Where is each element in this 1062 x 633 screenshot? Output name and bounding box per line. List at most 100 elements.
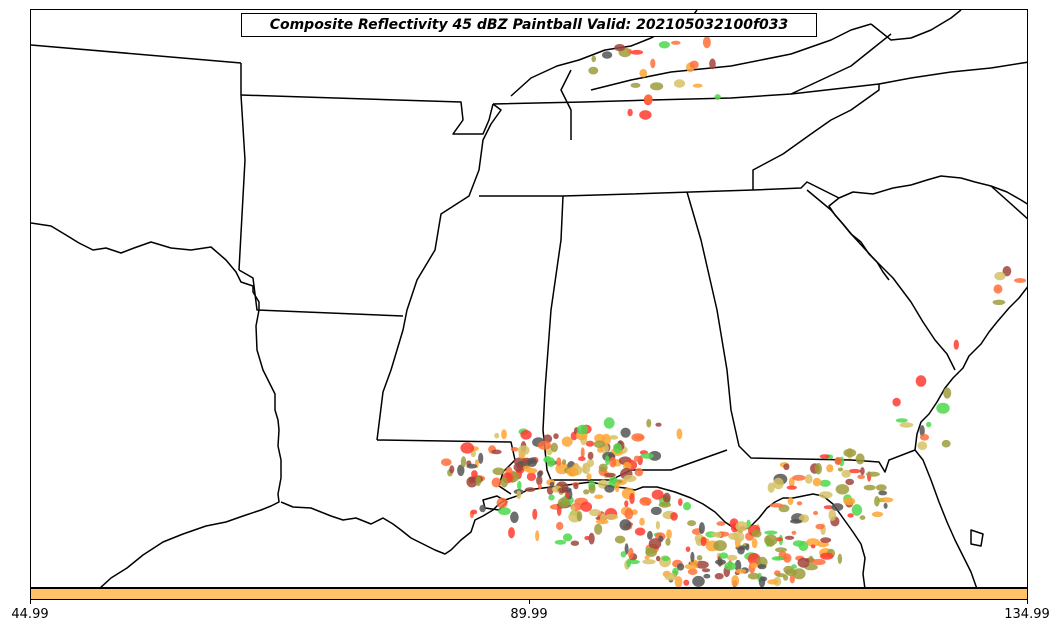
state-line-al-ga xyxy=(686,191,916,473)
paintball-blob xyxy=(626,558,631,568)
paintball-blob xyxy=(588,484,596,494)
paintball-blob xyxy=(701,568,711,573)
paintball-blob xyxy=(775,547,787,553)
paintball-blob xyxy=(684,563,698,570)
paintball-blob xyxy=(820,537,832,543)
state-line-ga-sc xyxy=(752,181,840,199)
paintball-blob xyxy=(440,458,452,467)
paintball-blob xyxy=(457,464,465,476)
paintball-blob xyxy=(466,463,478,469)
paintball-blob xyxy=(664,572,677,581)
paintball-blob xyxy=(698,522,705,534)
paintball-blob xyxy=(665,538,671,546)
paintball-blob xyxy=(936,402,950,414)
paintball-blob xyxy=(919,425,925,437)
paintball-blob xyxy=(671,40,681,45)
paintball-blob xyxy=(791,530,797,535)
paintball-blob xyxy=(582,463,587,474)
colorbar xyxy=(30,588,1028,600)
paintball-blob xyxy=(498,507,511,516)
paintball-blob xyxy=(857,474,865,479)
paintball-blob xyxy=(517,480,522,490)
paintball-blob xyxy=(767,579,779,585)
paintball-blob xyxy=(520,430,532,440)
paintball-blob xyxy=(702,36,711,49)
paintball-blob xyxy=(789,574,795,584)
paintball-blob xyxy=(689,60,699,69)
paintball-blob xyxy=(470,509,478,515)
paintball-blob xyxy=(845,478,855,486)
paintball-blob xyxy=(666,529,672,539)
paintball-blob xyxy=(619,519,632,531)
paintball-blob xyxy=(835,484,850,495)
paintball-blob xyxy=(640,497,650,503)
colorbar-tick xyxy=(529,600,530,604)
paintball-blob xyxy=(678,498,683,506)
paintball-blob xyxy=(630,82,641,88)
paintball-blob xyxy=(696,555,703,561)
paintball-blob xyxy=(926,421,932,428)
paintball-blob xyxy=(624,500,629,508)
coastline-florida-atlantic xyxy=(914,286,1027,587)
paintball-blob xyxy=(478,452,484,464)
paintball-blob xyxy=(751,538,758,549)
paintball-blob xyxy=(554,539,567,545)
paintball-blob xyxy=(815,523,825,530)
paintball-blob xyxy=(735,521,748,532)
paintball-blob xyxy=(871,511,884,518)
paintball-blob xyxy=(843,497,856,506)
paintball-blob xyxy=(883,502,888,509)
paintball-blob xyxy=(501,429,507,440)
paintball-blob xyxy=(992,299,1006,305)
paintball-blob xyxy=(556,505,562,516)
paintball-blob xyxy=(813,510,819,516)
paintball-blob xyxy=(1002,266,1012,277)
paintball-blob xyxy=(603,417,615,429)
paintball-blob xyxy=(726,554,738,561)
paintball-blob xyxy=(645,547,657,558)
paintball-blob xyxy=(576,511,583,522)
paintball-blob xyxy=(640,453,654,459)
colorbar-tick-label-min: 44.99 xyxy=(11,607,49,622)
paintball-blob xyxy=(562,533,573,542)
paintball-blob xyxy=(797,557,810,568)
paintball-blob xyxy=(715,559,726,565)
paintball-blob xyxy=(644,94,653,104)
paintball-blob xyxy=(806,538,820,547)
paintball-blob xyxy=(692,83,703,88)
paintball-blob xyxy=(543,457,548,463)
paintball-blob xyxy=(614,44,626,52)
paintball-blob xyxy=(875,484,887,491)
paintball-blob xyxy=(734,559,742,572)
paintball-blob xyxy=(650,506,662,516)
paintball-blob xyxy=(601,51,613,59)
paintball-blob xyxy=(658,501,671,508)
paintball-blob xyxy=(818,491,833,499)
state-line-ar-north xyxy=(240,94,494,135)
paintball-blob xyxy=(764,530,778,535)
paintball-blob xyxy=(683,579,690,586)
paintball-blob xyxy=(537,440,552,450)
paintball-blob xyxy=(767,482,775,493)
paintball-blob xyxy=(583,489,590,495)
paintball-blob xyxy=(634,527,646,536)
paintball-blob xyxy=(492,467,505,476)
paintball-blob xyxy=(899,422,914,428)
paintball-blob xyxy=(548,494,555,501)
paintball-blob xyxy=(811,558,826,566)
paintball-blob xyxy=(605,455,610,466)
paintball-blob xyxy=(733,531,745,543)
paintball-blob xyxy=(479,504,486,513)
paintball-blob xyxy=(627,108,633,117)
paintball-blob xyxy=(895,418,908,423)
paintball-blob xyxy=(773,477,784,490)
paintball-blob xyxy=(558,487,567,493)
state-line-ar-la xyxy=(238,269,404,317)
paintball-blob xyxy=(860,467,865,476)
paintball-blob xyxy=(751,529,762,538)
paintball-blob xyxy=(703,573,711,579)
paintball-blob xyxy=(546,457,556,468)
paintball-blob xyxy=(491,477,502,488)
paintball-blobs xyxy=(440,23,1027,587)
paintball-blob xyxy=(993,284,1003,294)
